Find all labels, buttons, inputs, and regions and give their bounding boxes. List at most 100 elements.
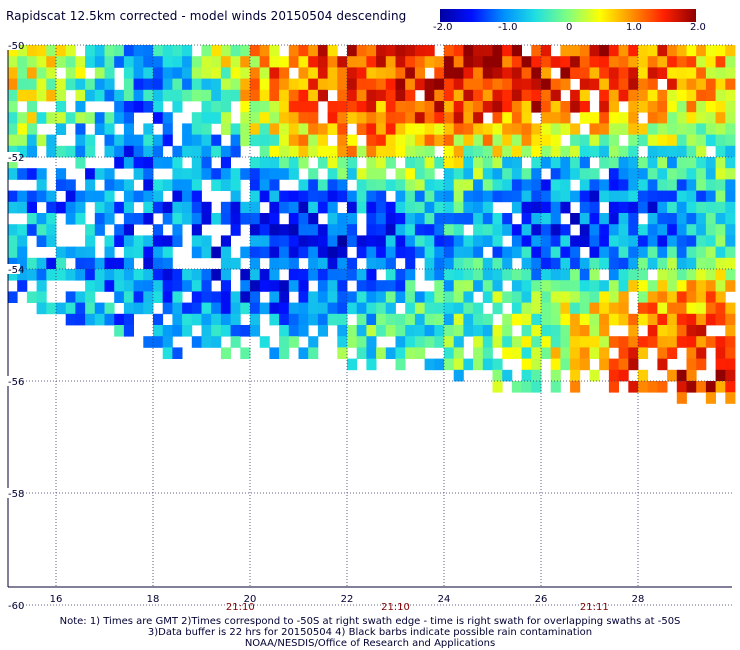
heatmap-cell <box>65 313 76 326</box>
heatmap-cell <box>482 257 493 270</box>
heatmap-cell <box>366 134 377 147</box>
heatmap-cell <box>308 336 319 348</box>
heatmap-cell <box>75 213 86 225</box>
heatmap-cell <box>463 67 474 79</box>
heatmap-cell <box>473 347 484 359</box>
heatmap-cell <box>502 45 513 57</box>
heatmap-cell <box>492 381 503 393</box>
heatmap-cell <box>521 168 532 180</box>
heatmap-cell <box>143 246 154 259</box>
heatmap-cell <box>220 313 231 326</box>
heatmap-cell <box>570 235 581 247</box>
heatmap-cell <box>667 302 678 315</box>
heatmap-cell <box>424 157 435 169</box>
heatmap-cell <box>85 45 96 57</box>
heatmap-cell <box>317 302 328 315</box>
heatmap-cell <box>366 168 377 180</box>
heatmap-cell <box>521 302 532 315</box>
heatmap-cell <box>638 78 649 91</box>
heatmap-cell <box>405 257 416 270</box>
heatmap-cell <box>705 224 716 236</box>
heatmap-cell <box>211 269 222 281</box>
heatmap-cell <box>657 89 668 102</box>
heatmap-cell <box>463 269 474 281</box>
heatmap-cell <box>453 246 464 259</box>
heatmap-cell <box>628 134 639 147</box>
heatmap-cell <box>444 235 455 247</box>
heatmap-cell <box>279 157 290 169</box>
heatmap-cell <box>715 190 726 203</box>
heatmap-cell <box>26 168 37 180</box>
heatmap-cell <box>579 101 590 113</box>
heatmap-cell <box>104 313 115 326</box>
heatmap-cell <box>385 67 396 79</box>
heatmap-cell <box>453 347 464 359</box>
heatmap-cell <box>366 213 377 225</box>
heatmap-cell <box>143 145 154 158</box>
heatmap-cell <box>94 257 105 270</box>
heatmap-cell <box>647 112 658 124</box>
heatmap-cell <box>550 235 561 247</box>
heatmap-cell <box>269 257 280 270</box>
heatmap-cell <box>696 157 707 169</box>
heatmap-cell <box>531 302 542 315</box>
heatmap-cell <box>482 145 493 158</box>
heatmap-cell <box>560 201 571 214</box>
heatmap-cell <box>599 325 610 337</box>
heatmap-cell <box>560 190 571 203</box>
heatmap-cell <box>405 302 416 315</box>
heatmap-cell <box>725 369 736 382</box>
gridlines <box>8 44 732 606</box>
heatmap-cell <box>414 168 425 180</box>
heatmap-cell <box>269 246 280 259</box>
chart-title: Rapidscat 12.5km corrected - model winds… <box>6 9 407 23</box>
heatmap-cell <box>463 56 474 68</box>
heatmap-cell <box>511 201 522 214</box>
heatmap-cell <box>220 291 231 303</box>
heatmap-cell <box>153 336 164 348</box>
heatmap-cell <box>657 190 668 203</box>
heatmap-cell <box>46 145 57 158</box>
heatmap-cell <box>182 168 193 180</box>
heatmap-cell <box>434 269 445 281</box>
heatmap-cell <box>259 56 270 68</box>
heatmap-cell <box>385 313 396 326</box>
heatmap-cell <box>153 89 164 102</box>
heatmap-cell <box>298 134 309 147</box>
heatmap-cell <box>482 67 493 79</box>
heatmap-cell <box>240 213 251 225</box>
heatmap-cell <box>269 179 280 191</box>
heatmap-cell <box>560 235 571 247</box>
heatmap-cell <box>356 269 367 281</box>
heatmap-cell <box>657 67 668 79</box>
heatmap-cell <box>676 302 687 315</box>
heatmap-cell <box>676 157 687 169</box>
heatmap-cell <box>65 269 76 281</box>
heatmap-cell <box>686 269 697 281</box>
heatmap-cell <box>123 123 134 135</box>
heatmap-cell <box>317 325 328 337</box>
heatmap-cell <box>521 246 532 259</box>
heatmap-cell <box>123 145 134 158</box>
heatmap-cell <box>376 257 387 270</box>
heatmap-cell <box>414 145 425 158</box>
heatmap-cell <box>414 123 425 135</box>
heatmap-cell <box>608 235 619 247</box>
heatmap-cell <box>453 101 464 113</box>
heatmap-cell <box>599 257 610 270</box>
heatmap-cell <box>686 336 697 348</box>
heatmap-cell <box>647 67 658 79</box>
heatmap-cell <box>725 123 736 135</box>
heatmap-cell <box>133 235 144 247</box>
heatmap-cell <box>444 179 455 191</box>
heatmap-cell <box>26 123 37 135</box>
heatmap-cell <box>696 381 707 393</box>
heatmap-cell <box>337 101 348 113</box>
heatmap-cell <box>376 45 387 57</box>
heatmap-cell <box>7 56 18 68</box>
heatmap-cell <box>521 313 532 326</box>
heatmap-cell <box>172 179 183 191</box>
heatmap-cell <box>104 78 115 91</box>
heatmap-cell <box>725 302 736 315</box>
heatmap-cell <box>579 78 590 91</box>
